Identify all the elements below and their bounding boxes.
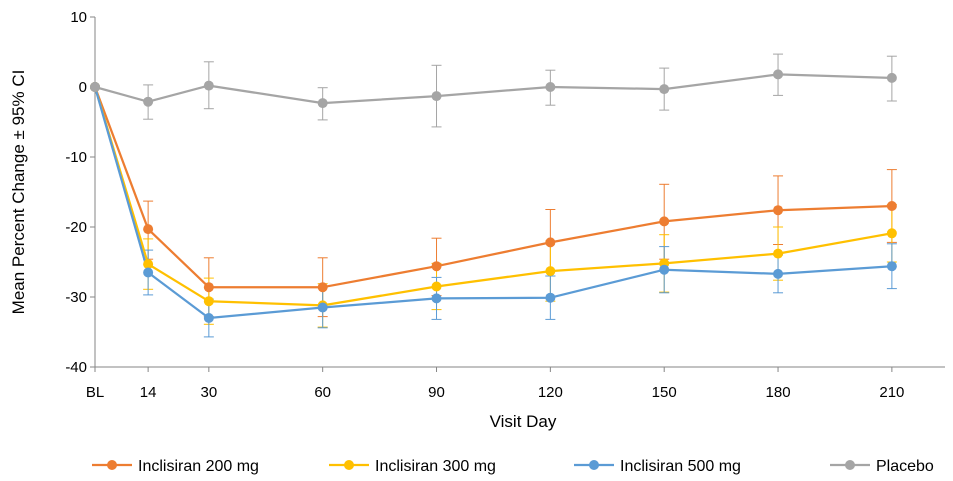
x-tick-label: 30 bbox=[200, 384, 217, 401]
x-axis-ticks: BL 14 30 60 90 120 150 180 210 bbox=[86, 367, 904, 401]
series-points bbox=[90, 69, 897, 323]
x-tick-label: 14 bbox=[140, 384, 157, 401]
data-point-placebo bbox=[545, 82, 556, 92]
legend-dot-marker bbox=[845, 460, 855, 470]
x-tick-label: 210 bbox=[879, 384, 904, 401]
legend-item-inclisiran-500-mg: Inclisiran 500 mg bbox=[574, 458, 741, 475]
data-point-inclisiran-200-mg bbox=[143, 224, 154, 235]
legend-label: Inclisiran 300 mg bbox=[375, 458, 496, 475]
data-point-inclisiran-300-mg bbox=[773, 248, 784, 259]
series-line-inclisiran-200-mg bbox=[93, 86, 892, 289]
x-tick-label: 120 bbox=[538, 384, 563, 401]
x-tick-label: 60 bbox=[314, 384, 331, 401]
data-point-inclisiran-200-mg bbox=[317, 282, 328, 293]
data-point-placebo bbox=[90, 82, 100, 92]
legend-label: Placebo bbox=[876, 458, 934, 475]
legend-dot-marker bbox=[589, 460, 599, 470]
data-point-inclisiran-500-mg bbox=[203, 313, 214, 323]
legend-item-inclisiran-200-mg: Inclisiran 200 mg bbox=[92, 458, 259, 475]
data-point-placebo bbox=[143, 96, 154, 107]
series-lines bbox=[93, 73, 893, 320]
data-point-inclisiran-200-mg bbox=[545, 237, 556, 248]
data-point-inclisiran-300-mg bbox=[886, 228, 897, 239]
data-point-placebo bbox=[773, 69, 784, 80]
data-point-placebo bbox=[659, 84, 670, 95]
data-point-inclisiran-300-mg bbox=[545, 266, 556, 277]
legend-item-inclisiran-300-mg: Inclisiran 300 mg bbox=[329, 458, 496, 475]
legend-dot-marker bbox=[344, 460, 354, 470]
y-tick-label: -20 bbox=[65, 219, 87, 236]
y-axis-title: Mean Percent Change ± 95% CI bbox=[9, 70, 28, 315]
y-tick-label: -40 bbox=[65, 359, 87, 376]
data-point-inclisiran-200-mg bbox=[203, 282, 214, 293]
data-point-inclisiran-500-mg bbox=[143, 267, 154, 278]
legend-label: Inclisiran 500 mg bbox=[620, 458, 741, 475]
series-line-inclisiran-500-mg bbox=[93, 86, 892, 320]
legend-label: Inclisiran 200 mg bbox=[138, 458, 259, 475]
data-point-placebo bbox=[431, 91, 442, 102]
data-point-inclisiran-200-mg bbox=[886, 201, 897, 211]
y-tick-label: -10 bbox=[65, 149, 87, 166]
legend: Inclisiran 200 mg Inclisiran 300 mg Inclis… bbox=[92, 458, 934, 475]
data-point-inclisiran-200-mg bbox=[773, 205, 784, 216]
x-axis-title: Visit Day bbox=[490, 412, 557, 431]
legend-item-placebo: Placebo bbox=[830, 458, 934, 475]
data-point-inclisiran-200-mg bbox=[431, 261, 442, 272]
data-point-placebo bbox=[886, 72, 897, 83]
data-point-inclisiran-300-mg bbox=[431, 281, 442, 292]
x-tick-label: 90 bbox=[428, 384, 445, 401]
data-point-inclisiran-500-mg bbox=[773, 268, 784, 279]
legend-dot-marker bbox=[107, 460, 117, 470]
data-point-inclisiran-500-mg bbox=[886, 261, 897, 272]
data-point-inclisiran-500-mg bbox=[317, 302, 328, 313]
data-point-inclisiran-300-mg bbox=[203, 296, 214, 307]
data-point-placebo bbox=[203, 80, 214, 91]
y-tick-label: 10 bbox=[70, 9, 87, 26]
x-tick-label: 180 bbox=[766, 384, 791, 401]
data-point-inclisiran-500-mg bbox=[545, 292, 556, 303]
y-tick-label: -30 bbox=[65, 289, 87, 306]
y-tick-label: 0 bbox=[79, 79, 87, 96]
data-point-inclisiran-300-mg bbox=[143, 259, 154, 270]
data-point-inclisiran-200-mg bbox=[659, 216, 670, 227]
x-tick-label: BL bbox=[86, 384, 104, 401]
axes bbox=[94, 17, 945, 368]
x-tick-label: 150 bbox=[652, 384, 677, 401]
y-axis-ticks: 10 0 -10 -20 -30 -40 bbox=[65, 9, 95, 376]
data-point-inclisiran-500-mg bbox=[431, 293, 442, 304]
data-point-placebo bbox=[317, 98, 328, 109]
series-line-placebo bbox=[94, 73, 892, 105]
data-point-inclisiran-500-mg bbox=[659, 264, 670, 275]
error-bars bbox=[143, 53, 897, 338]
